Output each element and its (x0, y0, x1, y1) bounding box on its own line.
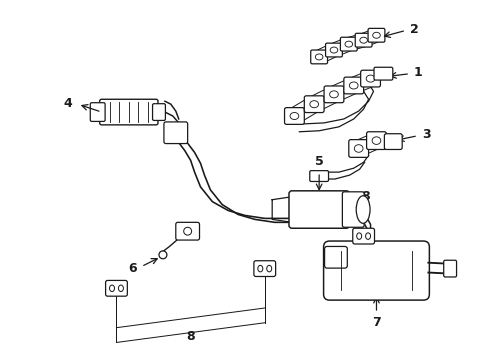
Text: 6: 6 (128, 262, 137, 275)
Ellipse shape (354, 145, 362, 152)
FancyBboxPatch shape (163, 122, 187, 144)
Ellipse shape (371, 137, 380, 144)
FancyBboxPatch shape (373, 67, 392, 80)
Ellipse shape (372, 32, 380, 38)
Text: 3: 3 (421, 128, 430, 141)
Ellipse shape (309, 101, 318, 108)
Text: 7: 7 (371, 316, 380, 329)
FancyBboxPatch shape (323, 241, 428, 300)
Ellipse shape (289, 112, 298, 120)
FancyBboxPatch shape (443, 260, 456, 277)
FancyBboxPatch shape (304, 96, 324, 113)
FancyBboxPatch shape (324, 247, 346, 268)
FancyBboxPatch shape (348, 140, 368, 157)
FancyBboxPatch shape (367, 28, 384, 42)
Ellipse shape (159, 251, 166, 259)
Ellipse shape (109, 285, 114, 292)
Ellipse shape (183, 227, 191, 235)
Text: 8: 8 (186, 330, 195, 343)
FancyBboxPatch shape (360, 70, 380, 87)
Text: 1: 1 (413, 66, 422, 79)
Ellipse shape (257, 265, 262, 272)
Ellipse shape (329, 91, 338, 98)
FancyBboxPatch shape (175, 222, 199, 240)
Ellipse shape (349, 82, 357, 89)
FancyBboxPatch shape (343, 77, 363, 94)
Ellipse shape (329, 47, 337, 53)
FancyBboxPatch shape (340, 37, 356, 51)
FancyBboxPatch shape (105, 280, 127, 296)
Text: 8: 8 (361, 190, 369, 203)
FancyBboxPatch shape (284, 108, 304, 124)
FancyBboxPatch shape (352, 228, 374, 244)
Ellipse shape (266, 265, 271, 272)
FancyBboxPatch shape (366, 132, 386, 149)
FancyBboxPatch shape (100, 99, 158, 125)
Ellipse shape (315, 54, 322, 60)
Ellipse shape (345, 41, 352, 47)
Text: 2: 2 (409, 23, 418, 36)
Ellipse shape (366, 75, 374, 82)
Ellipse shape (118, 285, 123, 292)
Ellipse shape (365, 233, 370, 239)
FancyBboxPatch shape (90, 103, 105, 121)
FancyBboxPatch shape (342, 192, 364, 227)
FancyBboxPatch shape (384, 134, 401, 149)
Text: 4: 4 (63, 97, 72, 110)
Ellipse shape (359, 37, 366, 43)
FancyBboxPatch shape (152, 104, 165, 121)
FancyBboxPatch shape (253, 261, 275, 276)
Text: 5: 5 (314, 155, 323, 168)
FancyBboxPatch shape (309, 171, 328, 181)
FancyBboxPatch shape (354, 33, 371, 47)
FancyBboxPatch shape (325, 43, 342, 57)
FancyBboxPatch shape (324, 86, 343, 103)
FancyBboxPatch shape (288, 191, 348, 228)
Ellipse shape (355, 196, 369, 223)
Ellipse shape (356, 233, 361, 239)
FancyBboxPatch shape (310, 50, 327, 64)
